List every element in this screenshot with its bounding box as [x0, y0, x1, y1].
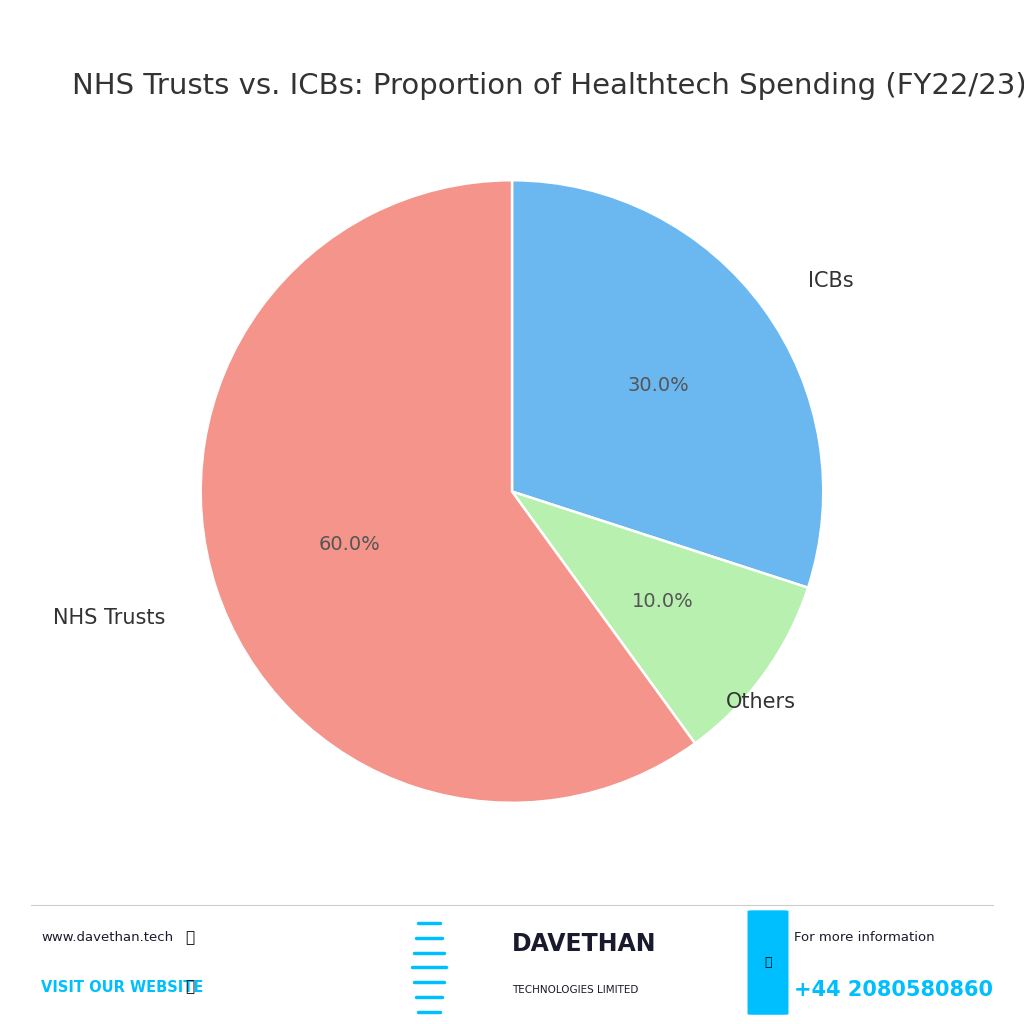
Text: 30.0%: 30.0% — [627, 376, 689, 395]
Text: www.davethan.tech: www.davethan.tech — [41, 932, 173, 944]
Text: NHS Trusts vs. ICBs: Proportion of Healthtech Spending (FY22/23): NHS Trusts vs. ICBs: Proportion of Healt… — [72, 72, 1024, 99]
Text: ICBs: ICBs — [808, 271, 853, 291]
Text: 🌐: 🌐 — [185, 931, 194, 945]
Wedge shape — [201, 180, 695, 803]
Text: Others: Others — [725, 692, 796, 712]
Text: For more information: For more information — [794, 932, 934, 944]
FancyBboxPatch shape — [748, 910, 788, 1015]
Wedge shape — [512, 180, 823, 588]
Text: 60.0%: 60.0% — [318, 535, 380, 554]
Text: 📞: 📞 — [764, 956, 772, 969]
Text: NHS Trusts: NHS Trusts — [53, 607, 165, 628]
Text: DAVETHAN: DAVETHAN — [512, 932, 656, 956]
Text: VISIT OUR WEBSITE: VISIT OUR WEBSITE — [41, 980, 204, 994]
Text: +44 2080580860: +44 2080580860 — [794, 980, 992, 999]
Text: 10.0%: 10.0% — [632, 592, 694, 610]
Text: TECHNOLOGIES LIMITED: TECHNOLOGIES LIMITED — [512, 985, 638, 994]
Text: 🌐: 🌐 — [185, 980, 194, 994]
Wedge shape — [512, 492, 808, 743]
